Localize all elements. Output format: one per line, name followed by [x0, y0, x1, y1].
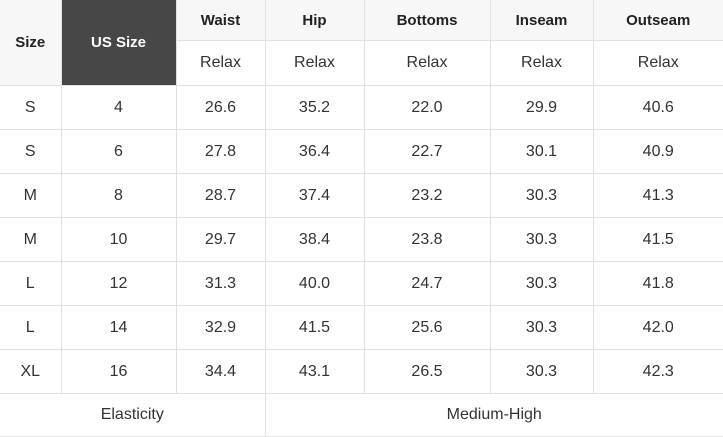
cell-inseam: 30.1 [489, 129, 594, 174]
elasticity-row: Elasticity Medium-High [0, 393, 723, 437]
cell-us-size: 8 [60, 173, 177, 218]
cell-outseam: 40.9 [592, 129, 723, 174]
cell-inseam: 30.3 [489, 217, 594, 262]
cell-bottoms: 23.8 [363, 217, 491, 262]
cell-us-size: 4 [60, 85, 177, 130]
cell-bottoms: 26.5 [363, 349, 491, 394]
cell-outseam: 42.3 [592, 349, 723, 394]
column-header-outseam: Outseam [592, 0, 723, 41]
subheader-bottoms-relax: Relax [363, 40, 491, 86]
table-row: L 14 32.9 41.5 25.6 30.3 42.0 [0, 305, 723, 350]
cell-inseam: 30.3 [489, 305, 594, 350]
cell-us-size: 10 [60, 217, 177, 262]
table-row: S 6 27.8 36.4 22.7 30.1 40.9 [0, 129, 723, 174]
table-row: M 8 28.7 37.4 23.2 30.3 41.3 [0, 173, 723, 218]
cell-bottoms: 25.6 [363, 305, 491, 350]
table-row: S 4 26.6 35.2 22.0 29.9 40.6 [0, 85, 723, 130]
cell-outseam: 41.3 [592, 173, 723, 218]
cell-waist: 27.8 [175, 129, 266, 174]
column-header-hip: Hip [264, 0, 365, 41]
cell-outseam: 41.5 [592, 217, 723, 262]
cell-us-size: 14 [60, 305, 177, 350]
elasticity-label: Elasticity [0, 393, 266, 437]
cell-outseam: 40.6 [592, 85, 723, 130]
cell-inseam: 30.3 [489, 349, 594, 394]
cell-waist: 34.4 [175, 349, 266, 394]
cell-bottoms: 23.2 [363, 173, 491, 218]
cell-hip: 36.4 [264, 129, 365, 174]
cell-hip: 38.4 [264, 217, 365, 262]
cell-hip: 41.5 [264, 305, 365, 350]
column-header-waist: Waist [175, 0, 266, 41]
size-chart-footer: Elasticity Medium-High [0, 393, 723, 437]
cell-bottoms: 22.7 [363, 129, 491, 174]
column-header-size: Size [0, 0, 62, 86]
cell-size: L [0, 305, 62, 350]
cell-inseam: 30.3 [489, 173, 594, 218]
cell-size: S [0, 85, 62, 130]
cell-size: L [0, 261, 62, 306]
cell-waist: 29.7 [175, 217, 266, 262]
column-header-us-size: US Size [60, 0, 177, 86]
cell-hip: 35.2 [264, 85, 365, 130]
cell-hip: 43.1 [264, 349, 365, 394]
subheader-hip-relax: Relax [264, 40, 365, 86]
size-chart-body: S 4 26.6 35.2 22.0 29.9 40.6 S 6 27.8 36.4 22.7 30.1… [0, 85, 723, 394]
cell-inseam: 29.9 [489, 85, 594, 130]
table-row: XL 16 34.4 43.1 26.5 30.3 42.3 [0, 349, 723, 394]
table-row: M 10 29.7 38.4 23.8 30.3 41.5 [0, 217, 723, 262]
cell-bottoms: 22.0 [363, 85, 491, 130]
cell-hip: 40.0 [264, 261, 365, 306]
cell-outseam: 41.8 [592, 261, 723, 306]
column-header-inseam: Inseam [489, 0, 594, 41]
header-row-main: Size US Size Waist Hip Bottoms Inseam Ou… [0, 0, 723, 86]
cell-waist: 26.6 [175, 85, 266, 130]
cell-size: M [0, 217, 62, 262]
cell-outseam: 42.0 [592, 305, 723, 350]
cell-inseam: 30.3 [489, 261, 594, 306]
cell-us-size: 12 [60, 261, 177, 306]
column-header-bottoms: Bottoms [363, 0, 491, 41]
cell-size: XL [0, 349, 62, 394]
elasticity-value: Medium-High [264, 393, 723, 437]
subheader-outseam-relax: Relax [592, 40, 723, 86]
cell-us-size: 6 [60, 129, 177, 174]
cell-waist: 31.3 [175, 261, 266, 306]
table-row: L 12 31.3 40.0 24.7 30.3 41.8 [0, 261, 723, 306]
subheader-waist-relax: Relax [176, 40, 266, 86]
cell-size: S [0, 129, 62, 174]
cell-bottoms: 24.7 [363, 261, 491, 306]
size-chart-header: Size US Size Waist Hip Bottoms Inseam Ou… [0, 0, 723, 86]
subheader-inseam-relax: Relax [489, 40, 594, 86]
cell-size: M [0, 173, 62, 218]
cell-hip: 37.4 [264, 173, 365, 218]
cell-waist: 32.9 [175, 305, 266, 350]
cell-us-size: 16 [60, 349, 177, 394]
cell-waist: 28.7 [175, 173, 266, 218]
